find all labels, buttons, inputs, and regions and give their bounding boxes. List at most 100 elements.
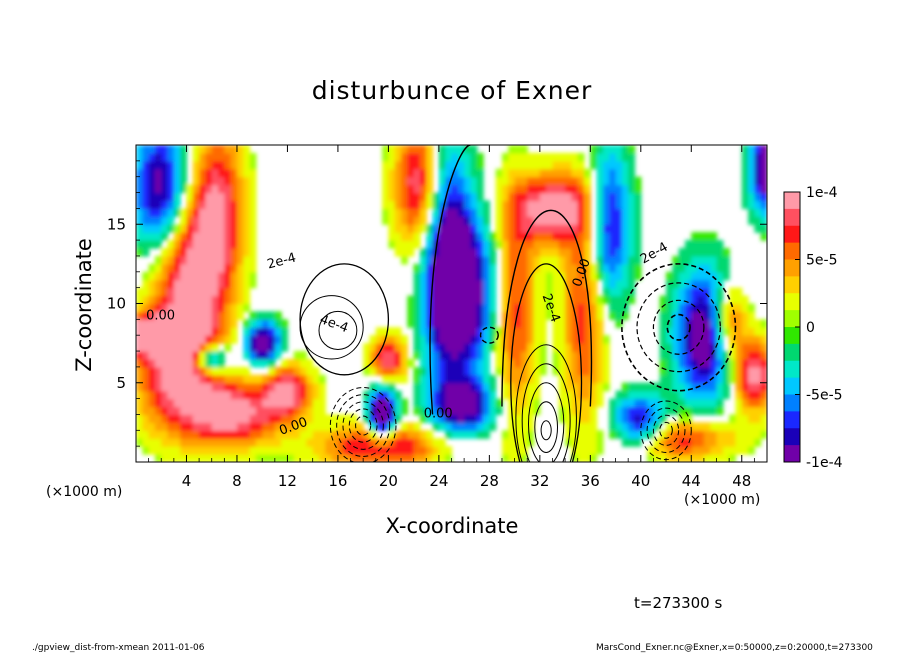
heatmap-cell [136, 295, 143, 305]
heatmap-cell [558, 240, 566, 249]
heatmap-cell [602, 248, 610, 257]
heatmap-cell [249, 327, 257, 336]
heatmap-cell [678, 398, 686, 408]
heatmap-cell [672, 366, 680, 376]
heatmap-cell [205, 358, 213, 368]
heatmap-cell [483, 263, 490, 273]
heatmap-cell [388, 184, 396, 194]
heatmap-cell [483, 248, 490, 257]
heatmap-cell [678, 248, 686, 257]
heatmap-cell [161, 224, 169, 233]
heatmap-cell [697, 327, 705, 336]
x-tick-label: 12 [278, 472, 297, 490]
heatmap-cell [489, 335, 497, 344]
heatmap-cell [249, 271, 257, 281]
heatmap-cell [180, 327, 188, 336]
heatmap-cell [432, 240, 440, 249]
heatmap-cell [703, 327, 711, 336]
heatmap-cell [224, 271, 232, 281]
heatmap-cell [615, 176, 623, 186]
contour-line-negative [636, 282, 721, 373]
heatmap-cell [180, 176, 188, 186]
heatmap-cell [602, 263, 610, 273]
heatmap-cell [691, 438, 699, 447]
heatmap-cell [205, 438, 213, 447]
heatmap-cell [596, 255, 604, 265]
heatmap-cell [678, 335, 686, 344]
heatmap-cell [691, 263, 699, 273]
heatmap-cell [180, 351, 188, 360]
heatmap-cell [211, 366, 219, 376]
heatmap-cell [508, 295, 516, 305]
heatmap-cell [457, 343, 465, 352]
heatmap-cell [382, 216, 389, 225]
heatmap-cell [489, 422, 497, 431]
heatmap-cell [369, 335, 377, 344]
heatmap-cell [684, 255, 692, 265]
heatmap-cell [483, 398, 490, 408]
heatmap-cell [438, 366, 446, 376]
heatmap-cell [173, 343, 181, 352]
heatmap-cell [199, 295, 207, 305]
heatmap-cell [218, 295, 225, 305]
heatmap-cell [451, 200, 459, 210]
heatmap-cell [672, 287, 680, 297]
heatmap-cell [432, 216, 440, 225]
heatmap-cell [382, 145, 389, 154]
heatmap-cell [710, 343, 718, 352]
heatmap-cell [684, 271, 692, 281]
heatmap-cell [672, 335, 680, 344]
heatmap-cell [180, 422, 188, 431]
heatmap-cell [703, 240, 711, 249]
heatmap-cell [609, 263, 617, 273]
heatmap-cell [590, 303, 598, 313]
heatmap-cell [211, 438, 219, 447]
heatmap-cell [268, 438, 276, 447]
heatmap-cell [457, 263, 465, 273]
heatmap-cell [199, 398, 207, 408]
heatmap-cell [224, 422, 232, 431]
heatmap-cell [236, 454, 244, 462]
heatmap-cell [584, 438, 591, 447]
heatmap-cell [722, 319, 730, 328]
heatmap-cell [552, 152, 560, 162]
heatmap-cell [520, 406, 528, 416]
heatmap-cell [489, 406, 497, 416]
heatmap-cell [363, 351, 371, 360]
heatmap-cell [678, 390, 686, 400]
heatmap-cell [438, 216, 446, 225]
heatmap-cell [325, 414, 333, 423]
heatmap-cell [236, 184, 244, 194]
heatmap-cell [186, 358, 194, 368]
heatmap-cell [476, 327, 484, 336]
heatmap-cell [211, 351, 219, 360]
heatmap-cell [205, 145, 213, 154]
heatmap-cell [369, 366, 377, 376]
heatmap-cell [142, 414, 150, 423]
heatmap-cell [426, 303, 434, 313]
heatmap-cell [760, 192, 767, 202]
heatmap-cell [754, 398, 762, 408]
heatmap-cell [218, 279, 225, 289]
heatmap-cell [230, 279, 238, 289]
heatmap-cell [615, 216, 623, 225]
heatmap-cell [565, 327, 572, 336]
heatmap-cell [154, 374, 162, 384]
heatmap-cell [716, 303, 724, 313]
heatmap-cell [666, 398, 673, 408]
heatmap-cell [167, 398, 175, 408]
heatmap-cell [508, 311, 516, 320]
heatmap-cell [602, 200, 610, 210]
heatmap-cell [230, 327, 238, 336]
heatmap-cell [565, 263, 572, 273]
heatmap-cell [318, 406, 326, 416]
heatmap-cell [167, 390, 175, 400]
heatmap-cell [716, 446, 724, 455]
heatmap-cell [722, 374, 730, 384]
heatmap-cell [230, 232, 238, 241]
heatmap-cell [167, 343, 175, 352]
heatmap-cell [192, 168, 200, 178]
heatmap-cell [457, 287, 465, 297]
heatmap-cell [180, 287, 188, 297]
heatmap-cell [300, 358, 307, 368]
